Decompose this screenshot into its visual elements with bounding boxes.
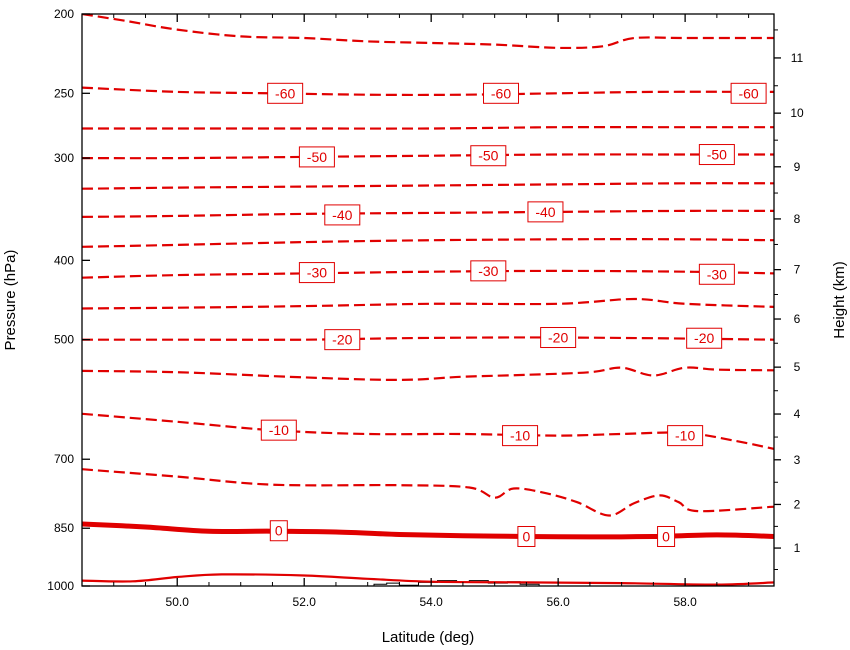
isotherm-line xyxy=(82,238,774,248)
contour-label: -40 xyxy=(535,204,555,220)
isotherm-line xyxy=(82,86,774,97)
height-tick-label: 9 xyxy=(794,160,801,174)
y-axis-title: Pressure (hPa) xyxy=(2,250,19,351)
isotherm-line xyxy=(82,366,774,382)
isotherm-line xyxy=(82,126,774,130)
contour-label-box xyxy=(657,526,676,548)
contour-label-box xyxy=(298,146,335,168)
contour-label-box xyxy=(686,327,723,349)
height-tick-label: 5 xyxy=(794,360,801,374)
contour-label-box xyxy=(260,419,297,441)
contour-label: 0 xyxy=(523,529,531,545)
contour-label-box xyxy=(298,262,335,284)
x-tick-label: 52.0 xyxy=(293,595,317,609)
height-tick-label: 7 xyxy=(794,263,801,277)
contour-label: -60 xyxy=(738,85,758,101)
y-tick-label: 250 xyxy=(54,86,74,100)
contour-label-box xyxy=(470,145,507,167)
y-tick-label: 300 xyxy=(54,151,74,165)
contour-label: -50 xyxy=(307,149,327,165)
height-tick-label: 11 xyxy=(791,51,804,65)
height-tick-label: 2 xyxy=(794,497,801,511)
isotherm-line xyxy=(82,182,774,190)
isotherm-line xyxy=(82,573,774,586)
contour-label: -10 xyxy=(269,422,289,438)
y-tick-label: 400 xyxy=(54,253,74,267)
isotherm-line xyxy=(82,14,774,50)
isotherm-line xyxy=(82,336,774,341)
contour-label-box xyxy=(324,329,361,351)
y-tick-label: 850 xyxy=(54,521,74,535)
x-tick-label: 56.0 xyxy=(546,595,570,609)
x-tick-label: 54.0 xyxy=(419,595,443,609)
plot-frame xyxy=(81,13,775,587)
y-tick-label: 700 xyxy=(54,452,74,466)
height-tick-label: 6 xyxy=(794,312,801,326)
isotherm-line xyxy=(82,269,774,279)
height-tick-label: 1 xyxy=(794,541,801,555)
contour-label: -40 xyxy=(332,207,352,223)
height-tick-label: 10 xyxy=(790,106,804,120)
y-tick-label: 200 xyxy=(54,7,74,21)
contour-label: -10 xyxy=(675,428,695,444)
contour-label: -30 xyxy=(707,266,727,282)
contour-label-box xyxy=(324,204,361,226)
contour-label: -50 xyxy=(707,147,727,163)
contour-label: -20 xyxy=(332,332,352,348)
contour-label-box xyxy=(527,201,564,223)
height-tick-label: 4 xyxy=(794,407,801,421)
contour-label: 0 xyxy=(662,529,670,545)
y-axis-right-title: Height (km) xyxy=(831,261,848,339)
plot-content: -60 -60 -60 -50 -50 -50 -40 -40 -30 -30 -30 -20 -20 -… xyxy=(82,14,774,586)
x-tick-label: 50.0 xyxy=(166,595,190,609)
contour-label: -60 xyxy=(275,85,295,101)
isotherm-line xyxy=(82,209,774,218)
y-tick-label: 500 xyxy=(54,333,74,347)
contour-label-box xyxy=(667,425,704,447)
contour-label-box xyxy=(730,82,767,104)
contour-label-box xyxy=(517,526,536,548)
contour-label: -30 xyxy=(478,263,498,279)
isotherm-line xyxy=(82,297,774,310)
contour-label-box xyxy=(267,82,304,104)
plot-axes: 50.0 52.0 54.0 56.0 58.020025030040050070085… xyxy=(47,7,804,609)
contour-label: -20 xyxy=(548,330,568,346)
height-tick-label: 8 xyxy=(794,212,801,226)
contour-label-box xyxy=(540,327,577,349)
contour-label-box xyxy=(698,263,735,285)
x-tick-label: 58.0 xyxy=(673,595,697,609)
contour-label: -60 xyxy=(491,85,511,101)
contour-label-box xyxy=(698,144,735,166)
contour-label-box xyxy=(269,520,288,542)
contour-label-box xyxy=(502,425,539,447)
contour-label-box xyxy=(483,82,520,104)
contour-label: -20 xyxy=(694,330,714,346)
isotherm-line xyxy=(82,412,774,450)
isotherm-line xyxy=(82,153,774,160)
contour-label: 0 xyxy=(275,523,283,539)
isotherm-line xyxy=(82,468,774,517)
y-tick-label: 1000 xyxy=(47,579,74,593)
contour-label: -30 xyxy=(307,265,327,281)
contour-label: -50 xyxy=(478,148,498,164)
contour-label-box xyxy=(470,260,507,282)
height-tick-label: 3 xyxy=(794,453,801,467)
x-axis-title: Latitude (deg) xyxy=(382,629,475,646)
contour-label: -10 xyxy=(510,428,530,444)
